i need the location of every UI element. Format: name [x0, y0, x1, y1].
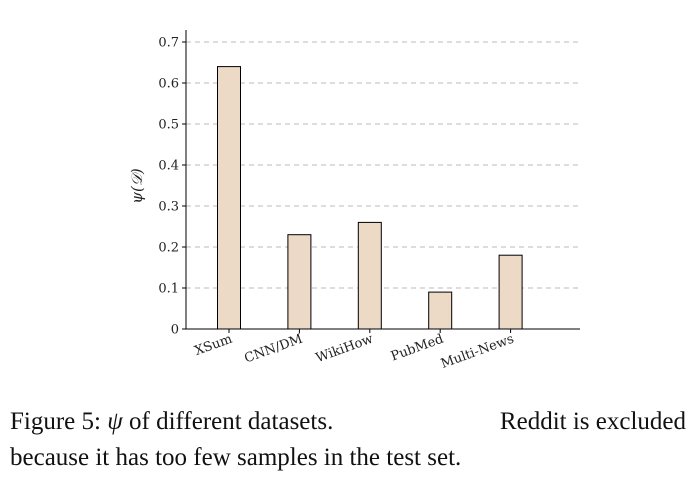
bar-cnn-dm [287, 234, 312, 330]
caption-prefix: Figure 5: [10, 408, 101, 435]
bar-chart: 0 0.1 0.2 0.3 0.4 0.5 0.6 0.7 XSum CNN/DM WikiHow… [128, 30, 580, 372]
x-category-label: CNN/DM [242, 332, 304, 367]
y-tick-label: 0.7 [158, 36, 179, 51]
y-ticks: 0 0.1 0.2 0.3 0.4 0.5 0.6 0.7 [158, 36, 186, 338]
figure-caption: Figure 5: ψ of different datasets. Reddi… [10, 404, 686, 476]
x-category-label: Multi-News [439, 332, 516, 372]
x-category-label: XSum [193, 332, 235, 359]
caption-line-2: because it has too few samples in the te… [10, 444, 462, 471]
y-tick-label: 0.1 [158, 282, 179, 297]
caption-line1-text: of different datasets. [129, 408, 334, 435]
y-tick-label: 0.4 [158, 159, 179, 174]
y-tick-label: 0 [171, 323, 179, 338]
grid-lines [186, 41, 580, 289]
bars [217, 66, 523, 330]
y-tick-label: 0.6 [158, 77, 179, 92]
y-tick-label: 0.3 [158, 200, 179, 215]
bar-xsum [217, 66, 241, 330]
y-axis-label: ψ(𝒟) [128, 168, 146, 204]
x-category-label: WikiHow [314, 332, 375, 366]
bar-wikihow [357, 221, 382, 330]
bar-multi-news [498, 254, 523, 330]
caption-left: Figure 5: ψ of different datasets. [10, 404, 333, 440]
caption-line1-end: Reddit is excluded [499, 408, 686, 435]
y-tick-label: 0.5 [158, 118, 179, 133]
bar-pubmed [428, 291, 453, 330]
caption-psi-symbol: ψ [107, 408, 123, 435]
x-category-label: PubMed [389, 332, 446, 365]
caption-line-1: Figure 5: ψ of different datasets. Reddi… [10, 404, 686, 440]
y-tick-label: 0.2 [158, 241, 179, 256]
